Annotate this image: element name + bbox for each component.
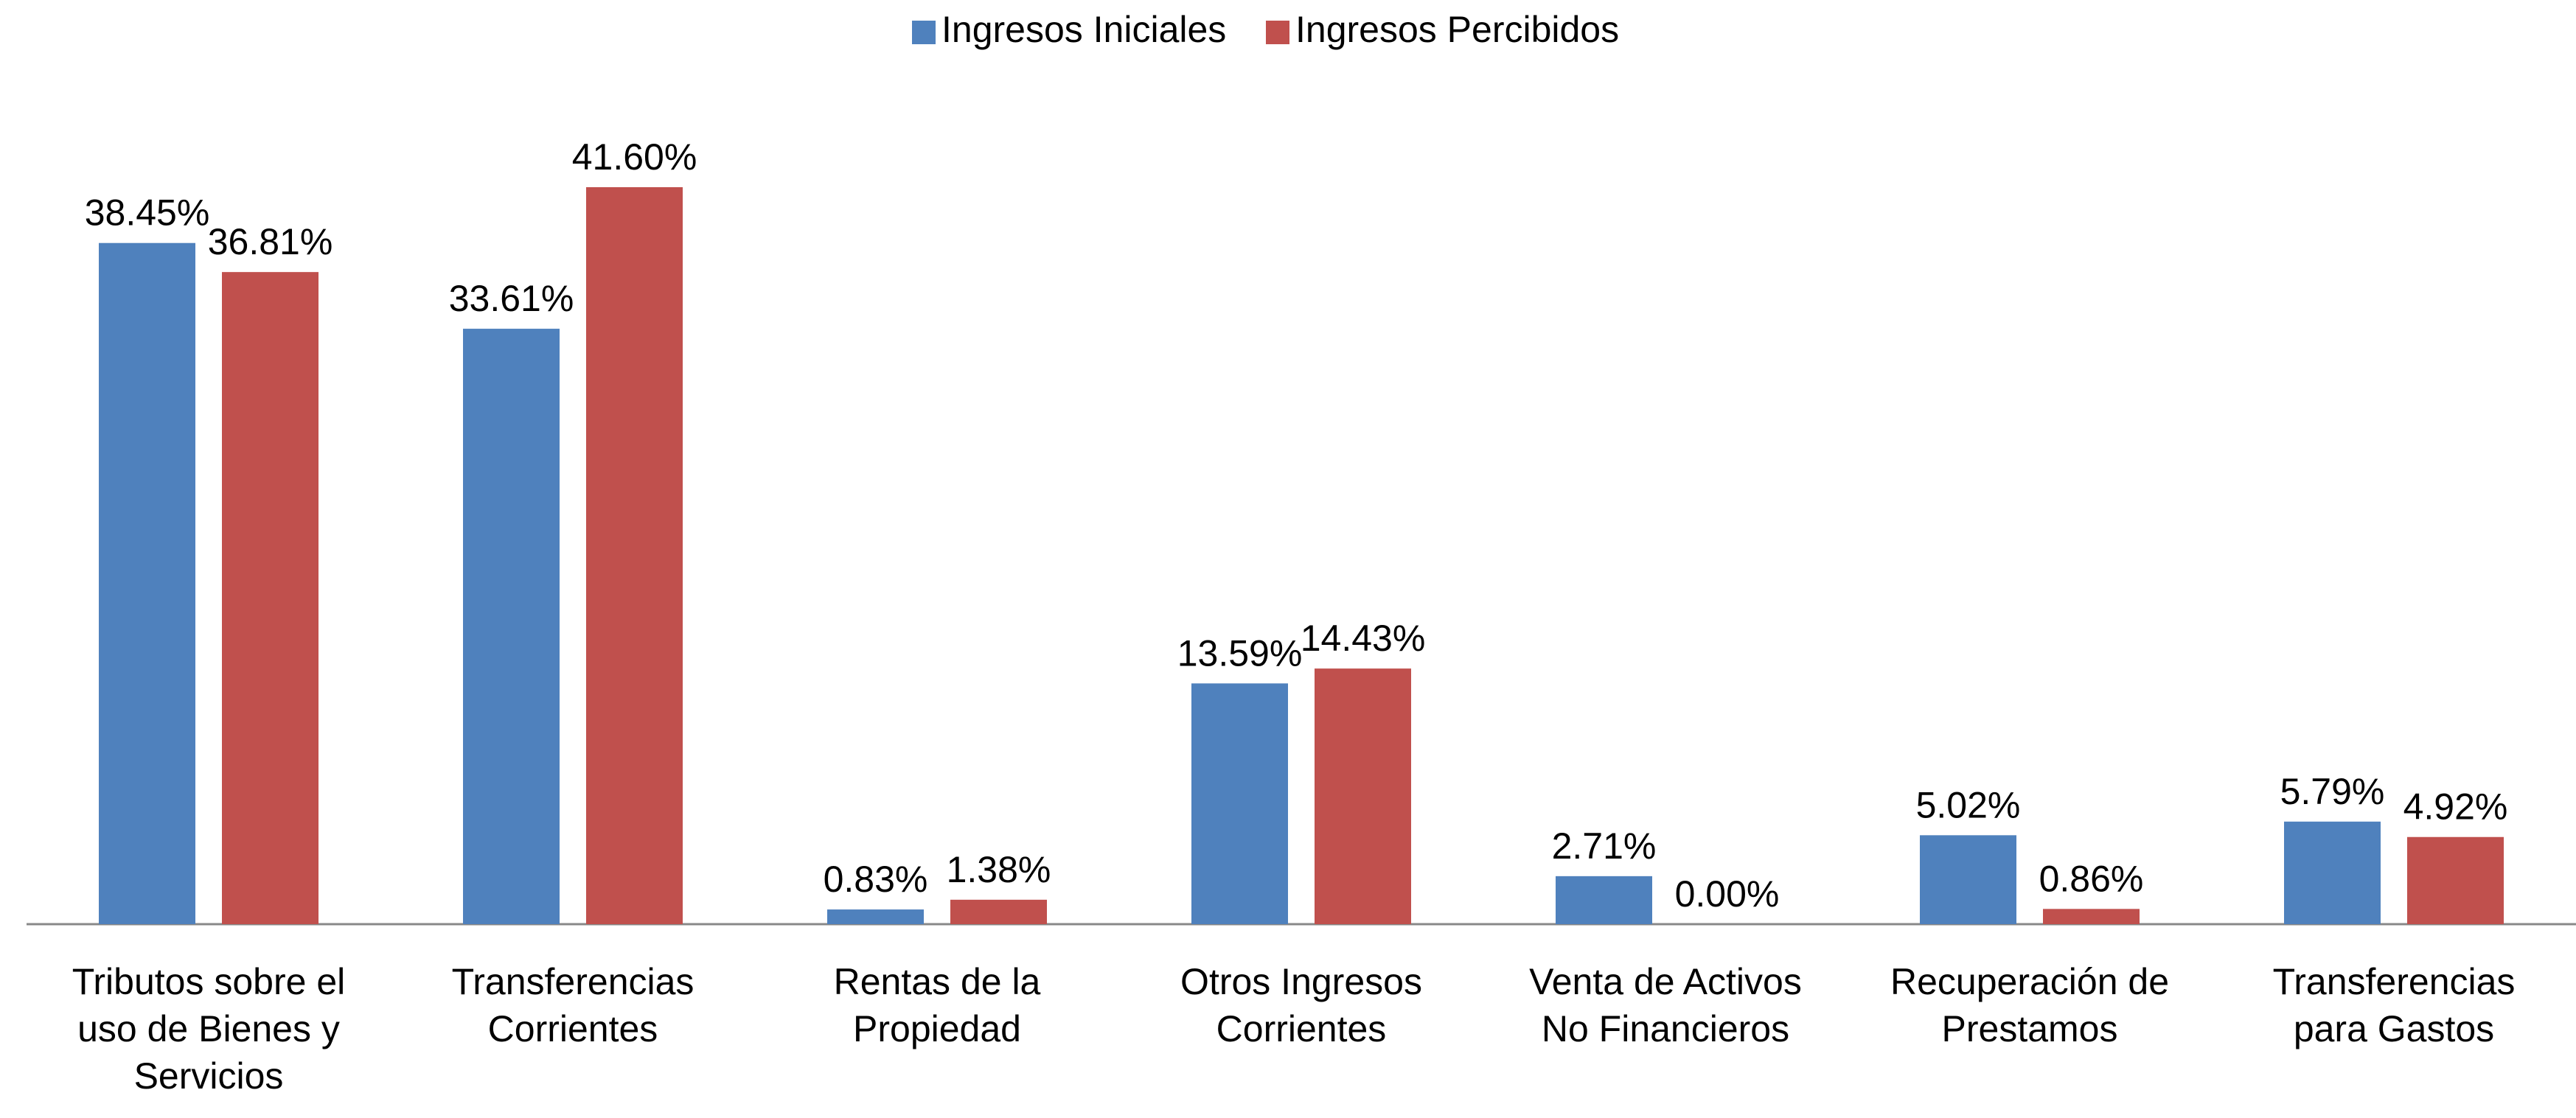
x-tick-label: Venta de Activos No Financieros bbox=[1529, 961, 1802, 1049]
value-label: 33.61% bbox=[449, 278, 574, 319]
legend-swatch bbox=[912, 21, 936, 44]
bar bbox=[1315, 668, 1411, 924]
value-label: 41.60% bbox=[572, 136, 697, 178]
x-tick-label: Rentas de la Propiedad bbox=[833, 961, 1041, 1049]
value-label: 4.92% bbox=[2403, 786, 2508, 828]
value-label: 5.79% bbox=[2280, 771, 2385, 812]
value-label: 36.81% bbox=[208, 221, 333, 262]
bar bbox=[827, 909, 924, 924]
legend-label: Ingresos Percibidos bbox=[1295, 9, 1619, 50]
value-label: 14.43% bbox=[1301, 618, 1426, 659]
bar bbox=[2043, 909, 2140, 924]
bar bbox=[2407, 836, 2504, 924]
value-label: 5.02% bbox=[1916, 784, 2021, 825]
bar bbox=[586, 187, 683, 924]
x-tick-label: Tributos sobre el uso de Bienes y Servic… bbox=[72, 961, 346, 1097]
bar bbox=[1556, 876, 1652, 924]
legend-swatch bbox=[1266, 21, 1289, 44]
legend-label: Ingresos Iniciales bbox=[941, 9, 1226, 50]
value-label: 13.59% bbox=[1177, 632, 1303, 674]
value-label: 1.38% bbox=[947, 849, 1051, 890]
bar bbox=[1920, 835, 2016, 924]
value-label: 0.86% bbox=[2039, 858, 2144, 899]
bar bbox=[222, 272, 318, 924]
x-tick-label: Otros Ingresos Corrientes bbox=[1180, 961, 1422, 1049]
bar bbox=[463, 329, 560, 924]
bar bbox=[1191, 683, 1288, 924]
value-label: 38.45% bbox=[85, 192, 210, 234]
bar bbox=[99, 242, 195, 924]
bar bbox=[950, 899, 1047, 924]
x-tick-label: Recuperación de Prestamos bbox=[1890, 961, 2170, 1049]
value-label: 2.71% bbox=[1552, 825, 1657, 867]
x-tick-label: Transferencias Corrientes bbox=[451, 961, 695, 1049]
value-label: 0.83% bbox=[824, 859, 928, 900]
bar bbox=[2284, 821, 2381, 924]
value-label: 0.00% bbox=[1675, 873, 1780, 915]
x-tick-label: Transferencias para Gastos bbox=[2272, 961, 2516, 1049]
